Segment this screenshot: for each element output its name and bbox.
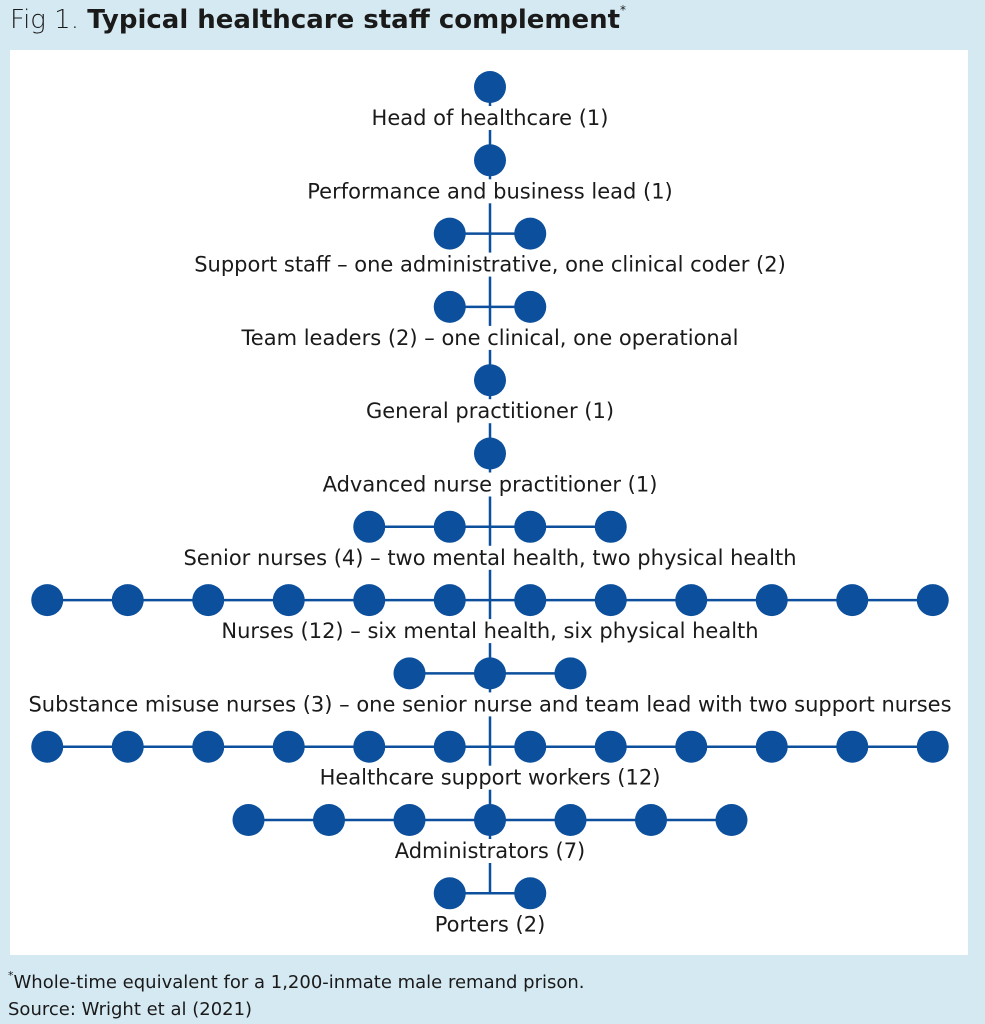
staff-dot — [111, 730, 144, 763]
title-line: Fig 1. Typical healthcare staff compleme… — [10, 3, 626, 35]
staff-dot — [393, 657, 426, 690]
node-label: Porters (2) — [435, 912, 546, 936]
staff-dot — [755, 730, 788, 763]
staff-dot — [192, 584, 225, 617]
label-bg — [361, 399, 619, 424]
staff-dot — [474, 657, 506, 690]
footnote-text: Whole-time equivalent for a 1,200-inmate… — [14, 972, 585, 993]
staff-dot — [433, 217, 466, 250]
staff-dot — [474, 437, 506, 470]
staff-dot — [514, 584, 547, 617]
label-bg — [190, 252, 790, 277]
staff-dot — [433, 290, 466, 323]
staff-dot — [675, 584, 708, 617]
node-label: Senior nurses (4) – two mental health, t… — [183, 546, 796, 570]
staff-dot — [353, 584, 386, 617]
staff-dot — [635, 804, 667, 836]
staff-dot — [514, 217, 547, 250]
staff-dot — [272, 584, 305, 617]
staff-dot — [433, 584, 466, 617]
staff-dot — [514, 510, 547, 543]
staff-dot — [313, 804, 345, 836]
node-label: Healthcare support workers (12) — [320, 766, 661, 790]
staff-dot — [474, 144, 506, 177]
node-label: General practitioner (1) — [366, 399, 614, 423]
node-label: Support staff – one administrative, one … — [194, 253, 786, 277]
node-label: Advanced nurse practitioner (1) — [323, 473, 658, 497]
staff-dot — [554, 804, 587, 836]
label-bg — [179, 545, 801, 570]
label-bg — [236, 325, 743, 350]
staff-dot — [594, 510, 627, 543]
staff-dot — [474, 71, 506, 103]
staff-dot — [433, 510, 466, 543]
staff-dot — [755, 584, 788, 617]
staff-dot — [272, 730, 305, 763]
node-label: Head of healthcare (1) — [372, 106, 609, 130]
staff-dot — [514, 730, 547, 763]
title-marker: * — [620, 3, 626, 17]
staff-dot — [514, 290, 547, 323]
staff-dot — [192, 730, 225, 763]
title: Typical healthcare staff complement — [87, 5, 620, 35]
source: Source: Wright et al (2021) — [8, 999, 252, 1020]
label-bg — [217, 619, 763, 644]
label-bg — [303, 179, 677, 204]
staff-dot — [836, 730, 869, 763]
tree: Head of healthcare (1) Performance and bu… — [24, 71, 956, 937]
staff-dot — [31, 584, 64, 617]
node-label: Team leaders (2) – one clinical, one ope… — [241, 326, 739, 350]
staff-dot — [393, 804, 426, 836]
staff-dot — [353, 510, 386, 543]
footnote-marker: * — [8, 969, 14, 982]
staff-dot — [675, 730, 708, 763]
staff-dot — [31, 730, 64, 763]
staff-dot — [433, 730, 466, 763]
staff-dot — [474, 364, 506, 397]
staff-dot — [514, 877, 547, 910]
staff-dot — [474, 804, 506, 836]
label-bg — [318, 472, 662, 497]
staff-dot — [916, 584, 949, 617]
node-label: Substance misuse nurses (3) – one senior… — [28, 692, 951, 716]
fig-number: Fig 1. — [10, 5, 79, 35]
label-bg — [24, 692, 956, 717]
staff-dot — [715, 804, 748, 836]
staff-dot — [594, 584, 627, 617]
staff-dot — [232, 804, 265, 836]
staff-dot — [594, 730, 627, 763]
staff-dot — [111, 584, 144, 617]
label-bg — [367, 106, 613, 130]
node-label: Performance and business lead (1) — [307, 179, 673, 203]
staff-dot — [353, 730, 386, 763]
footnote: *Whole-time equivalent for a 1,200-inmat… — [8, 969, 585, 993]
staff-dot — [433, 877, 466, 910]
label-bg — [390, 839, 590, 863]
staff-dot — [916, 730, 949, 763]
node-label: Nurses (12) – six mental health, six phy… — [221, 619, 758, 643]
staff-dot — [554, 657, 587, 690]
label-bg — [430, 912, 550, 937]
node-label: Administrators (7) — [395, 839, 586, 863]
label-bg — [315, 765, 665, 790]
staff-dot — [836, 584, 869, 617]
